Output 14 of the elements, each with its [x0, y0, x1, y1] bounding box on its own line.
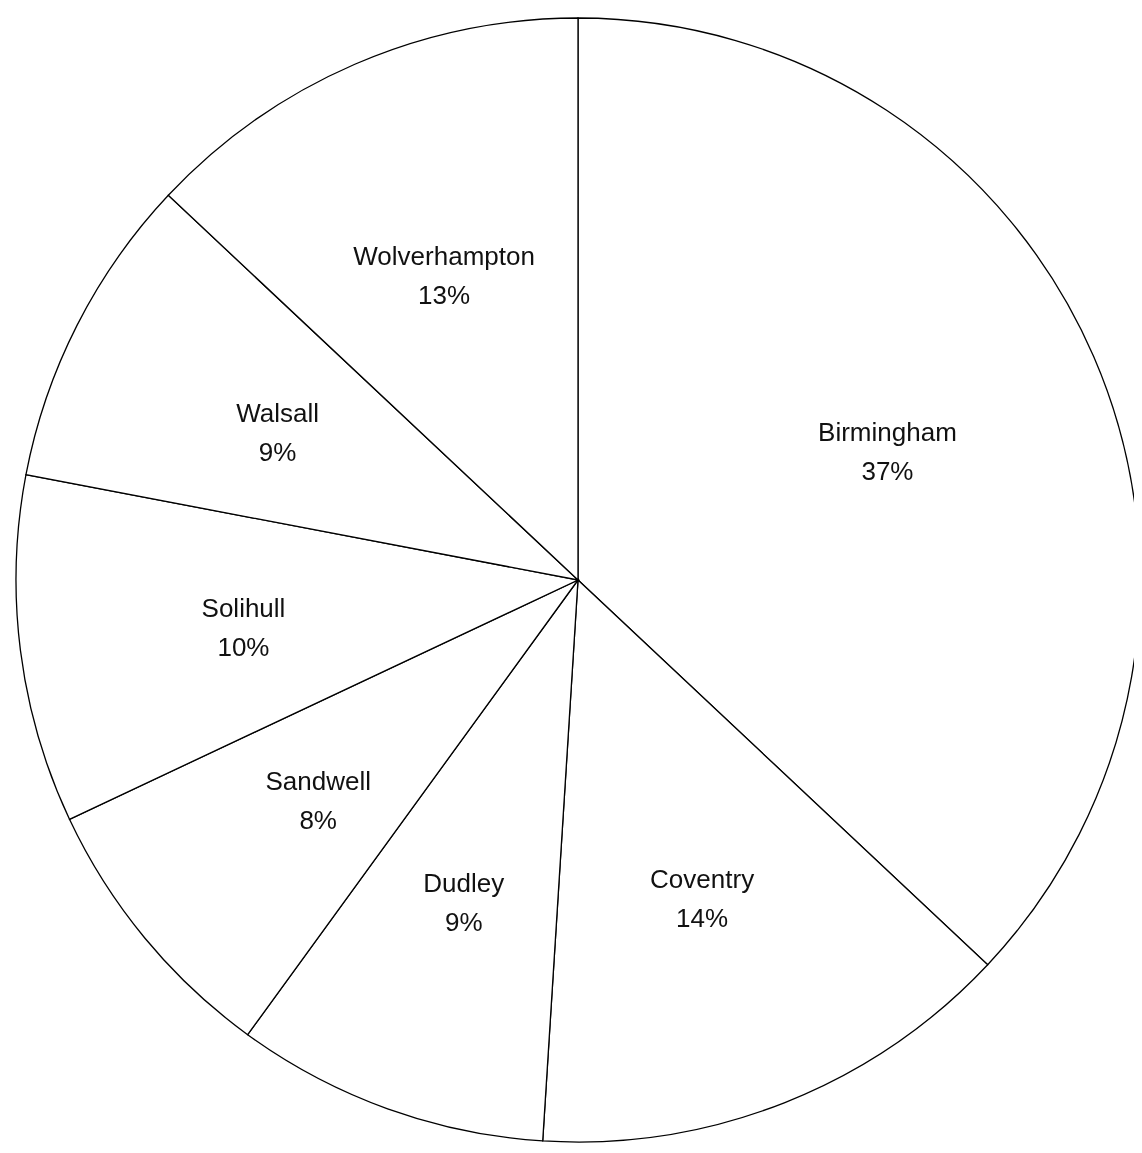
slice-label: Coventry	[650, 864, 755, 895]
data-label: 14%	[676, 903, 729, 934]
data-label: 13%	[418, 280, 471, 311]
data-label: 8%	[299, 804, 337, 835]
slice-label: Dudley	[423, 868, 505, 899]
data-label: 10%	[217, 632, 270, 663]
slice-label: Wolverhampton	[353, 241, 535, 272]
data-label: 9%	[258, 436, 297, 467]
data-label: 37%	[861, 455, 914, 486]
data-label: 9%	[444, 907, 483, 938]
slice-label: Birmingham	[818, 416, 957, 447]
slice-label: Sandwell	[265, 765, 371, 796]
slice-label: Walsall	[236, 397, 319, 428]
slice-label: Solihull	[201, 593, 286, 624]
